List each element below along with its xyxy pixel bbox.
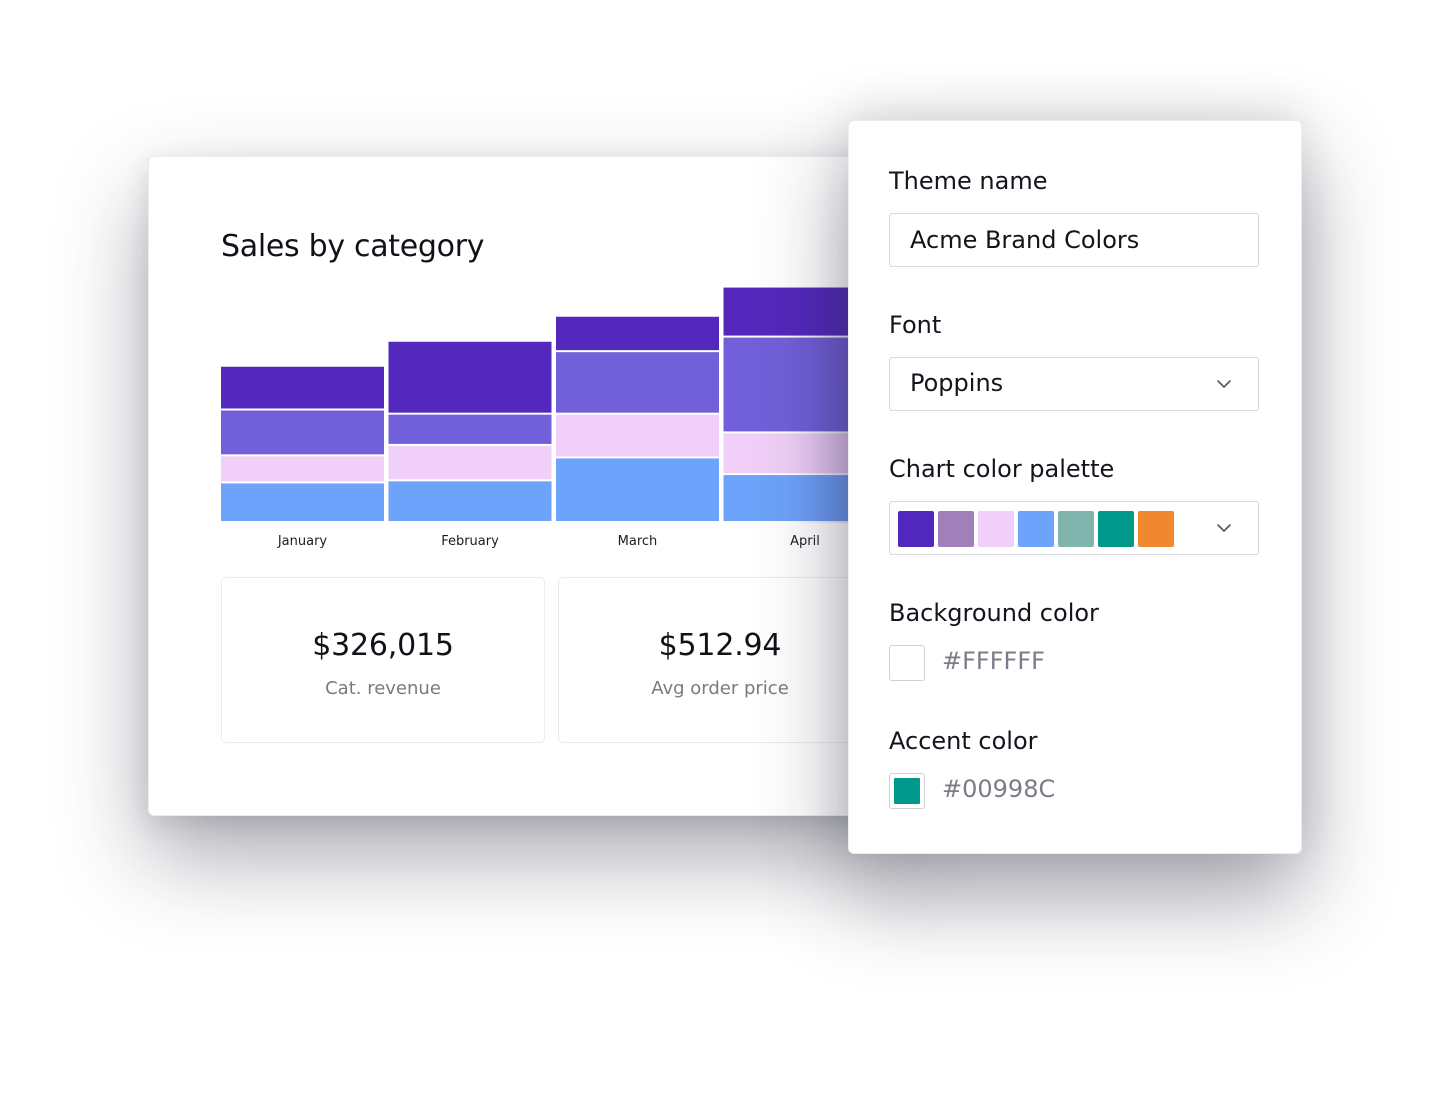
bar-segment-march-2 xyxy=(556,414,719,457)
theme-name-input[interactable] xyxy=(889,213,1259,267)
palette-swatch-3 xyxy=(978,511,1014,547)
kpi-card-avg-order: $512.94 Avg order price xyxy=(558,577,882,743)
theme-settings-panel: Theme name Font Poppins Chart color pale… xyxy=(848,120,1302,854)
bar-segment-march-1 xyxy=(556,458,719,521)
palette-swatch-1 xyxy=(898,511,934,547)
dashboard-card: Sales by category January February March Ap… xyxy=(148,156,890,816)
background-color-swatch[interactable] xyxy=(889,645,925,681)
palette-swatch-2 xyxy=(938,511,974,547)
kpi-card-revenue: $326,015 Cat. revenue xyxy=(221,577,545,743)
bar-segment-march-3 xyxy=(556,352,719,413)
bar-segment-february-1 xyxy=(388,481,552,521)
palette-label: Chart color palette xyxy=(889,455,1115,483)
chart-title: Sales by category xyxy=(221,229,485,264)
theme-name-label: Theme name xyxy=(889,167,1048,195)
background-color-value: #FFFFFF xyxy=(942,647,1045,675)
x-tick-label: January xyxy=(277,534,328,549)
font-select[interactable]: Poppins xyxy=(889,357,1259,411)
x-tick-label: April xyxy=(790,534,820,549)
bar-segment-january-3 xyxy=(221,410,384,455)
palette-swatches xyxy=(898,511,1174,547)
font-label: Font xyxy=(889,311,942,339)
bar-segment-january-1 xyxy=(221,483,384,521)
accent-color-swatch[interactable] xyxy=(889,773,925,809)
x-tick-label: March xyxy=(618,534,658,549)
background-color-label: Background color xyxy=(889,599,1099,627)
font-select-value: Poppins xyxy=(910,369,1004,397)
kpi-label: Avg order price xyxy=(651,678,789,699)
palette-swatch-4 xyxy=(1018,511,1054,547)
bar-segment-february-4 xyxy=(388,341,552,413)
bar-segment-february-3 xyxy=(388,414,552,444)
bar-segment-january-2 xyxy=(221,456,384,482)
accent-color-value: #00998C xyxy=(942,775,1056,803)
kpi-value: $326,015 xyxy=(312,628,454,663)
palette-swatch-7 xyxy=(1138,511,1174,547)
accent-color-fill xyxy=(894,778,920,804)
background-color-fill xyxy=(894,650,920,676)
kpi-label: Cat. revenue xyxy=(325,678,441,699)
accent-color-label: Accent color xyxy=(889,727,1038,755)
palette-select[interactable] xyxy=(889,501,1259,555)
chevron-down-icon xyxy=(1217,524,1231,532)
kpi-value: $512.94 xyxy=(658,628,782,663)
palette-swatch-6 xyxy=(1098,511,1134,547)
bar-segment-january-4 xyxy=(221,366,384,409)
x-tick-label: February xyxy=(441,534,499,549)
stacked-bar-chart: January February March April xyxy=(221,287,889,549)
palette-swatch-5 xyxy=(1058,511,1094,547)
bar-segment-february-2 xyxy=(388,445,552,480)
chevron-down-icon xyxy=(1217,380,1231,388)
bar-segment-march-4 xyxy=(556,316,719,351)
